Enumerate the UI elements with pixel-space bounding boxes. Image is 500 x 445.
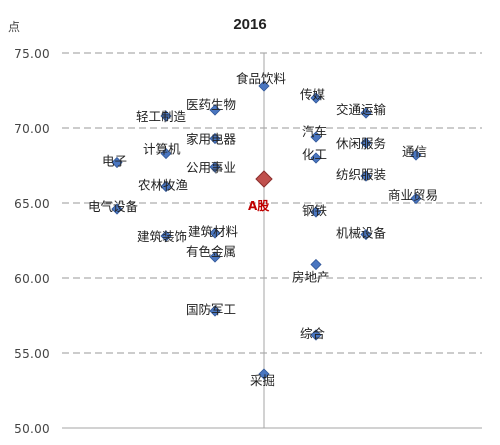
data-point-label: 建筑材料 [188,224,239,239]
data-point-marker [209,251,221,263]
y-axis-unit: 点 [8,20,21,34]
data-point-label: 房地产 [292,270,330,285]
data-point-marker [310,258,322,271]
data-point-marker [310,92,322,104]
data-point-label: 休闲服务 [336,136,386,151]
data-point-label: 电气设备 [88,199,139,214]
highlight-point-marker [255,170,273,188]
y-tick-label: 55.00 [14,347,50,361]
data-point-label: 通信 [402,144,427,159]
data-point-marker [360,137,372,149]
y-tick-label: 60.00 [14,272,50,286]
data-point-label: 国防军工 [186,302,236,317]
data-point-label: 交通运输 [336,102,387,117]
chart-title: 2016 [233,16,267,33]
data-point-label: 食品饮料 [236,71,287,86]
data-point-marker [310,152,322,164]
data-point-marker [410,149,422,161]
data-point-label: 有色金属 [186,244,236,259]
data-point-marker [258,368,270,380]
data-point-marker [160,147,172,160]
data-point-label: 纺织服装 [336,167,386,182]
data-point-label: 传媒 [300,87,326,102]
data-point-label: 建筑装饰 [137,229,187,244]
data-point-label: 计算机 [143,142,181,157]
data-point-label: 农林牧渔 [138,178,188,193]
data-point-marker [410,192,422,205]
data-point-label: 公用事业 [186,160,236,175]
data-point-label: 商业贸易 [388,188,438,203]
data-point-marker [209,104,221,116]
data-point-label: 汽车 [302,124,327,139]
data-point-label: 家用电器 [186,132,237,147]
data-point-label: 轻工制造 [136,109,187,124]
data-point-marker [360,107,372,119]
y-tick-label: 70.00 [14,122,50,136]
data-point-marker [111,156,123,169]
data-point-label: 钢铁 [302,203,328,218]
data-point-label: 采掘 [250,373,275,388]
data-point-label: 机械设备 [336,226,387,241]
data-point-label: 化工 [302,147,327,162]
y-tick-label: 75.00 [14,47,50,61]
data-point-marker [310,329,322,341]
data-point-marker [360,170,372,182]
data-point-marker [258,80,270,92]
y-tick-label: 50.00 [14,422,50,436]
data-point-marker [310,131,322,143]
data-point-label: 综合 [300,326,326,341]
data-point-marker [209,161,221,173]
data-point-marker [209,132,221,145]
data-point-marker [310,206,322,218]
data-point-marker [160,180,172,193]
data-point-label: A股 [248,198,270,213]
data-point-marker [209,305,221,317]
data-point-marker [160,230,172,242]
data-point-marker [360,228,372,241]
data-point-marker [209,227,221,239]
data-point-marker [160,110,172,122]
data-point-label: 医药生物 [186,97,236,112]
y-tick-label: 65.00 [14,197,50,211]
data-point-marker [111,203,123,215]
data-point-label: 电子 [102,154,127,169]
